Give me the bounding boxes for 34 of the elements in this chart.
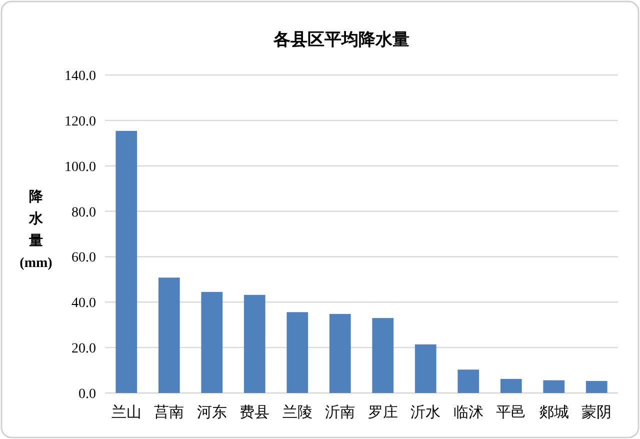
y-tick-label: 40.0 <box>72 296 96 312</box>
x-tick-label: 临沭 <box>453 404 484 421</box>
bar <box>586 380 608 393</box>
x-tick-label: 平邑 <box>496 405 526 421</box>
bar <box>543 380 565 393</box>
y-tick-label: 20.0 <box>72 342 96 357</box>
bar <box>414 344 436 393</box>
bar <box>158 278 180 393</box>
chart-title: 各县区平均降水量 <box>272 30 410 49</box>
y-axis-title: 降水量(mm) <box>20 189 53 271</box>
bar <box>372 318 394 393</box>
x-tick-label: 罗庄 <box>368 404 398 421</box>
x-tick-label: 郯城 <box>538 404 569 421</box>
x-tick-label: 沂南 <box>325 404 356 421</box>
x-tick-label: 沂水 <box>410 404 441 421</box>
bar <box>244 294 266 393</box>
y-tick-label: 0.0 <box>78 387 96 402</box>
bar <box>286 312 308 393</box>
bar <box>458 370 480 393</box>
y-tick-label: 140.0 <box>64 69 96 84</box>
bar <box>500 378 522 393</box>
x-tick-label: 河东 <box>196 404 227 421</box>
x-tick-label: 莒南 <box>154 404 184 421</box>
x-tick-label: 兰山 <box>111 404 142 421</box>
y-tick-label: 120.0 <box>64 114 96 130</box>
y-tick-label: 100.0 <box>64 160 96 175</box>
x-tick-label: 蒙阴 <box>582 404 612 421</box>
bar <box>201 292 223 393</box>
y-tick-label: 60.0 <box>72 250 96 266</box>
bar <box>329 314 351 393</box>
y-tick-label: 80.0 <box>72 205 96 220</box>
bar <box>116 130 138 393</box>
x-tick-label: 兰陵 <box>282 404 312 421</box>
x-tick-label: 费县 <box>240 404 270 421</box>
